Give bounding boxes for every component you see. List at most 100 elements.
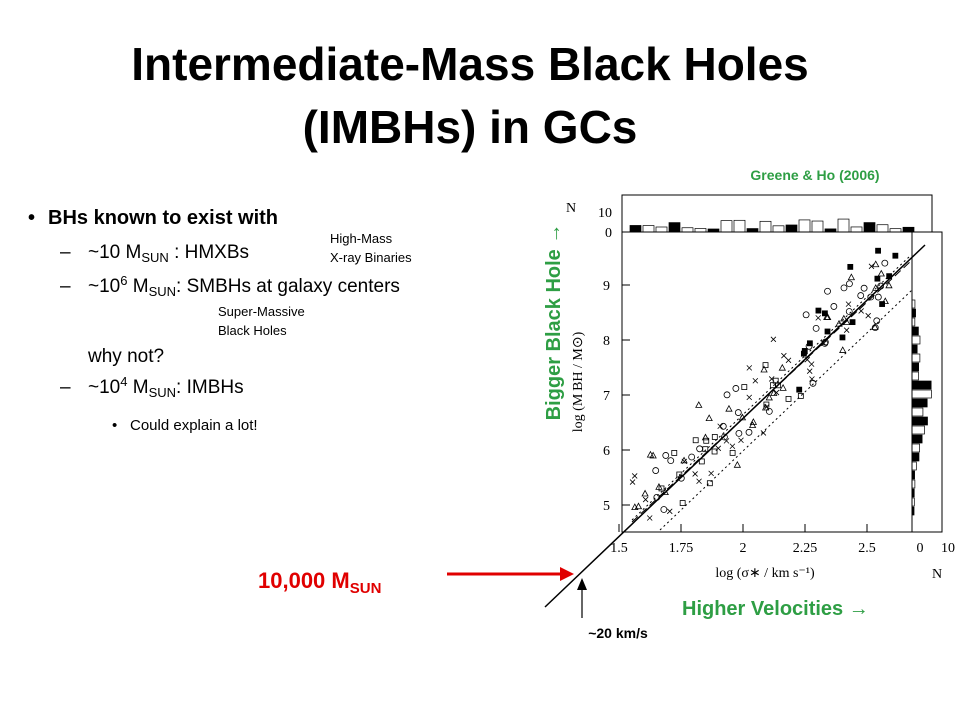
scatter-symbol bbox=[865, 312, 871, 319]
tick-label: 0 bbox=[917, 541, 924, 556]
scatter-symbol bbox=[821, 338, 829, 346]
top-hist-frame bbox=[621, 194, 933, 233]
scatter-symbol bbox=[873, 317, 881, 325]
bullet: • bbox=[28, 207, 35, 229]
text: M bbox=[127, 377, 148, 398]
text: 10,000 M bbox=[258, 568, 350, 593]
scatter-symbol bbox=[847, 263, 854, 270]
hist-bar bbox=[876, 224, 889, 233]
scatter-symbol bbox=[843, 318, 851, 326]
dash: – bbox=[60, 276, 71, 297]
text: M bbox=[127, 276, 148, 297]
hist-bar bbox=[889, 228, 902, 233]
scatter-symbol bbox=[702, 446, 709, 453]
fit-line bbox=[544, 244, 926, 608]
scatter-symbol bbox=[874, 293, 882, 301]
scatter-symbol bbox=[768, 376, 775, 382]
scatter-symbol bbox=[840, 284, 848, 292]
scatter-symbol bbox=[721, 433, 728, 441]
scatter-symbol bbox=[649, 451, 657, 459]
scatter-symbol bbox=[746, 365, 753, 371]
scatter-symbol bbox=[847, 273, 856, 281]
hist-bar bbox=[642, 225, 655, 233]
hist-bar bbox=[911, 497, 915, 507]
scatter-symbol bbox=[824, 313, 832, 321]
hist-bar bbox=[911, 380, 932, 390]
title-line: Intermediate-Mass Black Holes bbox=[131, 38, 809, 90]
hist-bar bbox=[911, 425, 925, 435]
note: Super-Massive bbox=[218, 304, 305, 319]
scatter-symbol bbox=[723, 391, 731, 399]
x-tick-label: 1.75 bbox=[669, 541, 694, 556]
scatter-symbol bbox=[773, 389, 780, 396]
hist-bar bbox=[733, 219, 746, 233]
scatter-symbol bbox=[868, 263, 875, 270]
scatter-symbol bbox=[763, 401, 770, 408]
scatter-symbol bbox=[815, 307, 822, 314]
scatter-symbol bbox=[666, 508, 673, 515]
sup: 4 bbox=[120, 374, 127, 389]
scatter-symbol bbox=[835, 319, 843, 327]
scatter-symbol bbox=[653, 493, 661, 501]
scatter-symbol bbox=[778, 363, 786, 371]
x-annotation: Higher Velocities → bbox=[682, 598, 869, 620]
hist-bar bbox=[911, 398, 928, 408]
scatter-symbol bbox=[808, 361, 815, 367]
scatter-symbol bbox=[872, 284, 880, 291]
title-line: (IMBHs) in GCs bbox=[303, 101, 638, 153]
scatter-symbol bbox=[824, 287, 831, 295]
scatter-symbol bbox=[830, 303, 838, 310]
text: : SMBHs at galaxy centers bbox=[176, 276, 400, 297]
scatter-symbol bbox=[824, 328, 831, 335]
scatter-symbol bbox=[860, 284, 868, 292]
scatter-symbol bbox=[785, 396, 792, 402]
scatter-symbol bbox=[719, 422, 727, 430]
hist-bar bbox=[911, 470, 915, 480]
scatter-symbol bbox=[840, 314, 848, 322]
scatter-symbol bbox=[634, 502, 643, 510]
scatter-symbol bbox=[760, 430, 767, 436]
text: ~10 bbox=[88, 276, 120, 297]
scatter-symbol bbox=[696, 478, 702, 485]
scatter-symbol bbox=[804, 356, 811, 363]
sub: SUN bbox=[141, 250, 168, 265]
hist-bar bbox=[911, 434, 923, 444]
hist-bar bbox=[911, 335, 921, 345]
scatter-symbol bbox=[746, 394, 753, 401]
scatter-symbol bbox=[874, 275, 881, 282]
scatter-symbol bbox=[723, 438, 730, 444]
hist-bar bbox=[911, 299, 916, 309]
scatter-symbol bbox=[652, 467, 660, 474]
scatter-symbol bbox=[717, 423, 723, 430]
scatter-symbol bbox=[711, 434, 718, 440]
scatter-symbol bbox=[660, 506, 668, 513]
scatter-symbol bbox=[885, 281, 893, 289]
scatter-line bbox=[659, 289, 913, 531]
hist-bar bbox=[785, 224, 798, 233]
scatter-symbol bbox=[806, 340, 813, 347]
bullet-text: ~106 MSUN: SMBHs at galaxy centers bbox=[88, 273, 400, 299]
hist-bar bbox=[759, 220, 772, 233]
scatter-symbol bbox=[886, 273, 893, 280]
x-tick-label: 2.5 bbox=[858, 541, 876, 556]
scatter-symbol bbox=[715, 445, 722, 452]
hist-bar bbox=[707, 228, 720, 233]
scatter-symbol bbox=[839, 346, 847, 353]
hist-bar bbox=[668, 222, 681, 233]
hist-bar bbox=[772, 225, 785, 233]
hist-bar bbox=[911, 371, 919, 381]
scatter-symbol bbox=[696, 445, 704, 453]
y-tick-label: 8 bbox=[603, 334, 610, 349]
hist-bar bbox=[911, 488, 915, 498]
arrowhead bbox=[560, 567, 574, 581]
text: ~10 bbox=[88, 377, 120, 398]
scatter-symbol bbox=[642, 496, 649, 503]
bullet: • bbox=[112, 417, 117, 434]
scatter-symbol bbox=[821, 310, 828, 317]
scatter-symbol bbox=[797, 393, 804, 399]
scatter-symbol bbox=[849, 319, 856, 326]
y-tick-label: 6 bbox=[603, 444, 610, 459]
scatter-symbol bbox=[809, 376, 815, 382]
scatter-symbol bbox=[749, 418, 758, 425]
sub: SUN bbox=[149, 284, 176, 299]
